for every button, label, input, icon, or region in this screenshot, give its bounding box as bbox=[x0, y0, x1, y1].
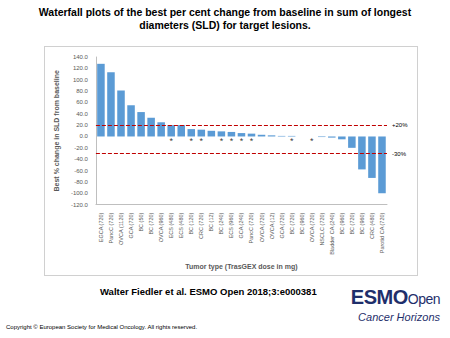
svg-text:-30%: -30% bbox=[392, 151, 407, 157]
html-text:Walter Fiedler et al. ESMO Ope: Walter Fiedler et al. ESMO Open 2018;3:e… bbox=[100, 286, 317, 297]
svg-text:OVCA (720): OVCA (720) bbox=[309, 212, 315, 242]
svg-text:20.0: 20.0 bbox=[76, 122, 88, 128]
svg-text:BC (960): BC (960) bbox=[299, 212, 305, 234]
svg-text:BC (720): BC (720) bbox=[349, 212, 355, 234]
svg-text:-80.0: -80.0 bbox=[74, 179, 88, 185]
svg-text:OVCA (12): OVCA (12) bbox=[269, 212, 275, 239]
svg-text:PancC (720): PancC (720) bbox=[248, 212, 254, 243]
svg-text:-60.0: -60.0 bbox=[74, 168, 88, 174]
svg-text:OVCA (1120): OVCA (1120) bbox=[118, 212, 124, 244]
svg-text:-20.0: -20.0 bbox=[74, 145, 88, 151]
svg-text:0.0: 0.0 bbox=[80, 133, 89, 139]
svg-text:*: * bbox=[230, 136, 234, 146]
svg-text:ECS (480): ECS (480) bbox=[168, 212, 174, 238]
html-text:Cancer Horizons: Cancer Horizons bbox=[358, 311, 440, 323]
html-text:ESMOOpen: ESMOOpen bbox=[350, 286, 440, 308]
svg-text:*: * bbox=[190, 136, 194, 146]
svg-text:*: * bbox=[290, 136, 294, 146]
html-text:Copyright © European Society f: Copyright © European Society for Medical… bbox=[6, 324, 198, 330]
svg-text:BC (12): BC (12) bbox=[208, 212, 214, 231]
svg-text:*: * bbox=[200, 136, 204, 146]
svg-text:CRC (480): CRC (480) bbox=[369, 212, 375, 238]
svg-text:NSCLC (720): NSCLC (720) bbox=[319, 212, 325, 245]
svg-text:EGCA (720): EGCA (720) bbox=[98, 212, 104, 242]
svg-text:GCA (240): GCA (240) bbox=[238, 212, 244, 238]
svg-text:Parotid CA (720): Parotid CA (720) bbox=[379, 212, 385, 253]
svg-text:40.0: 40.0 bbox=[76, 111, 88, 117]
svg-text:BC (960): BC (960) bbox=[339, 212, 345, 234]
svg-text:*: * bbox=[220, 136, 224, 146]
svg-text:Tumor type (TrasGEX dose in mg: Tumor type (TrasGEX dose in mg) bbox=[185, 263, 297, 271]
svg-text:100.0: 100.0 bbox=[73, 77, 89, 83]
svg-text:80.0: 80.0 bbox=[76, 88, 88, 94]
svg-text:GCA (720): GCA (720) bbox=[279, 212, 285, 238]
svg-text:*: * bbox=[250, 136, 254, 146]
svg-text:BC (240): BC (240) bbox=[218, 212, 224, 234]
svg-text:ECS (960): ECS (960) bbox=[228, 212, 234, 238]
svg-text:GCA (720): GCA (720) bbox=[128, 212, 134, 238]
svg-text:BC (50): BC (50) bbox=[138, 212, 144, 231]
svg-text:PancC (720): PancC (720) bbox=[108, 212, 114, 243]
svg-text:*: * bbox=[310, 136, 314, 146]
svg-text:OVCA (720): OVCA (720) bbox=[259, 212, 265, 242]
svg-text:+20%: +20% bbox=[392, 122, 408, 128]
html-text:Waterfall plots of the best pe: Waterfall plots of the best per cent cha… bbox=[38, 6, 412, 31]
svg-text:-120.0: -120.0 bbox=[71, 202, 89, 208]
svg-text:ECS (480): ECS (480) bbox=[178, 212, 184, 238]
svg-text:Best % change in SLD from base: Best % change in SLD from baseline bbox=[53, 70, 61, 191]
svg-text:BC (720): BC (720) bbox=[289, 212, 295, 234]
svg-text:BC (960): BC (960) bbox=[359, 212, 365, 234]
svg-text:-40.0: -40.0 bbox=[74, 156, 88, 162]
svg-text:-100.0: -100.0 bbox=[71, 190, 89, 196]
svg-text:OVCA (960): OVCA (960) bbox=[158, 212, 164, 242]
svg-text:120.0: 120.0 bbox=[73, 65, 89, 71]
svg-text:*: * bbox=[240, 136, 244, 146]
svg-text:140.0: 140.0 bbox=[73, 54, 89, 60]
svg-text:BC (720): BC (720) bbox=[148, 212, 154, 234]
svg-text:CRC (720): CRC (720) bbox=[198, 212, 204, 238]
svg-text:Bladder CA (240): Bladder CA (240) bbox=[329, 212, 335, 254]
svg-text:60.0: 60.0 bbox=[76, 99, 88, 105]
svg-text:BC (120): BC (120) bbox=[188, 212, 194, 234]
svg-text:*: * bbox=[169, 136, 173, 146]
